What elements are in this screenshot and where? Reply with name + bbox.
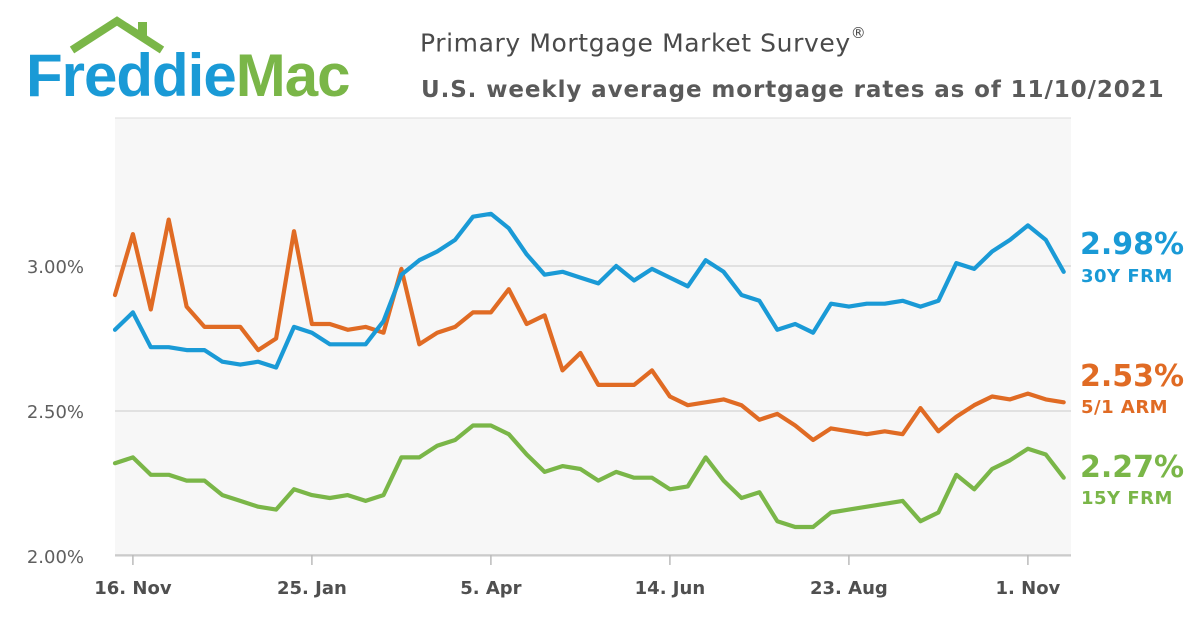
last-value-label-5-1-arm: 2.53%	[1080, 359, 1184, 394]
y-tick-label: 2.50%	[27, 402, 84, 423]
freddie-mac-logo: FreddieMac	[26, 16, 350, 108]
x-tick-label: 23. Aug	[810, 578, 888, 599]
logo-chimney-icon	[138, 22, 147, 37]
series-name-label-15y-frm: 15Y FRM	[1081, 488, 1173, 509]
series-line-15y-frm	[112, 423, 1066, 530]
x-tick-label: 25. Jan	[277, 578, 347, 599]
last-value-label-15y-frm: 2.27%	[1080, 450, 1184, 485]
svg-text:FreddieMac: FreddieMac	[26, 42, 349, 108]
series-line-30y-frm	[112, 211, 1066, 370]
plot-area	[115, 118, 1071, 555]
registered-mark: ®	[850, 24, 867, 42]
logo-text-freddie: Freddie	[26, 42, 236, 108]
x-tick-label: 1. Nov	[996, 578, 1061, 599]
chart-title-text: Primary Mortgage Market Survey	[420, 28, 851, 58]
y-tick-label: 3.00%	[27, 257, 84, 278]
x-tick-label: 14. Jun	[635, 578, 705, 599]
y-tick-label: 2.00%	[27, 547, 84, 568]
series-line-5-1-arm	[112, 217, 1066, 443]
chart-title: Primary Mortgage Market Survey®	[420, 24, 866, 58]
chart-subtitle: U.S. weekly average mortgage rates as of…	[421, 77, 1165, 103]
logo-text-mac: Mac	[236, 42, 350, 108]
series-name-label-5-1-arm: 5/1 ARM	[1081, 397, 1168, 418]
x-tick-label: 16. Nov	[94, 578, 172, 599]
x-tick-label: 5. Apr	[460, 578, 521, 599]
series-name-label-30y-frm: 30Y FRM	[1081, 266, 1173, 287]
logo-roof-icon	[69, 16, 165, 54]
last-value-label-30y-frm: 2.98%	[1080, 227, 1184, 262]
